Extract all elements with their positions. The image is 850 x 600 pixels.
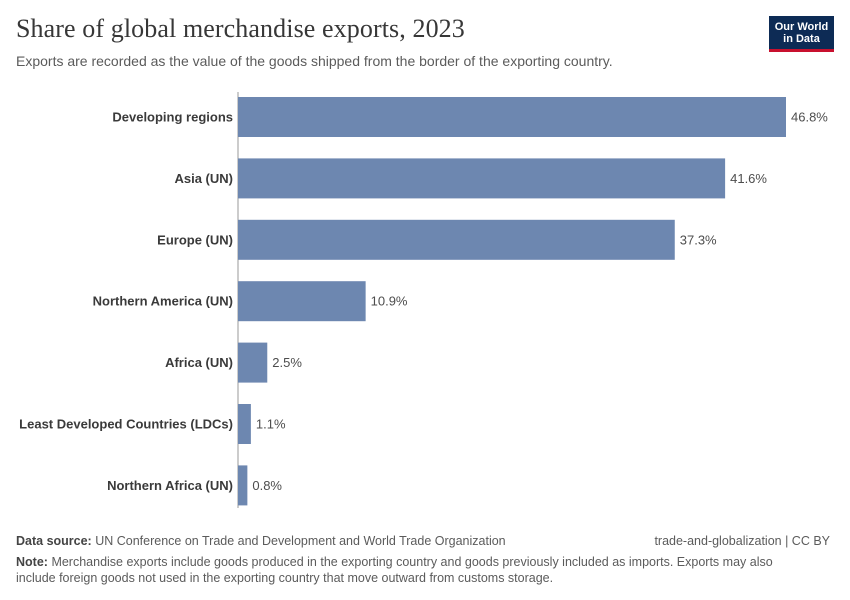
- category-label: Developing regions: [112, 110, 233, 125]
- value-label: 46.8%: [791, 110, 828, 125]
- bar-2[interactable]: [238, 219, 675, 260]
- note-text: Merchandise exports include goods produc…: [16, 555, 773, 585]
- bar-chart: Developing regions 46.8% Asia (UN) 41.6% Eur…: [19, 92, 828, 508]
- value-label: 41.6%: [730, 171, 767, 186]
- logo-line-2: in Data: [783, 33, 820, 45]
- logo-line-1: Our World: [774, 21, 829, 33]
- license-link[interactable]: trade-and-globalization | CC BY: [654, 534, 830, 548]
- category-label: Europe (UN): [157, 232, 233, 247]
- bar-5[interactable]: [238, 404, 251, 444]
- data-source: Data source: UN Conference on Trade and …: [16, 534, 506, 548]
- note-label: Note:: [16, 555, 48, 569]
- bar-6[interactable]: [238, 465, 248, 506]
- bar-0[interactable]: [238, 97, 786, 137]
- chart-title: Share of global merchandise exports, 202…: [16, 14, 465, 43]
- data-source-text[interactable]: UN Conference on Trade and Development a…: [95, 534, 506, 548]
- value-label: 1.1%: [256, 417, 286, 432]
- value-label: 37.3%: [680, 232, 717, 247]
- category-label: Asia (UN): [174, 171, 233, 186]
- bar-4[interactable]: [238, 342, 268, 383]
- bar-3[interactable]: [238, 281, 366, 322]
- category-label: Africa (UN): [165, 355, 233, 370]
- data-source-label: Data source:: [16, 534, 92, 548]
- value-label: 0.8%: [252, 478, 282, 493]
- bar-1[interactable]: [238, 158, 726, 199]
- value-label: 10.9%: [371, 294, 408, 309]
- category-label: Northern America (UN): [93, 294, 233, 309]
- chart-subtitle: Exports are recorded as the value of the…: [16, 53, 613, 69]
- owid-logo[interactable]: Our World in Data: [769, 16, 834, 52]
- value-label: 2.5%: [272, 355, 302, 370]
- category-label: Least Developed Countries (LDCs): [19, 417, 233, 432]
- category-label: Northern Africa (UN): [107, 478, 233, 493]
- chart-note: Note: Merchandise exports include goods …: [16, 554, 806, 586]
